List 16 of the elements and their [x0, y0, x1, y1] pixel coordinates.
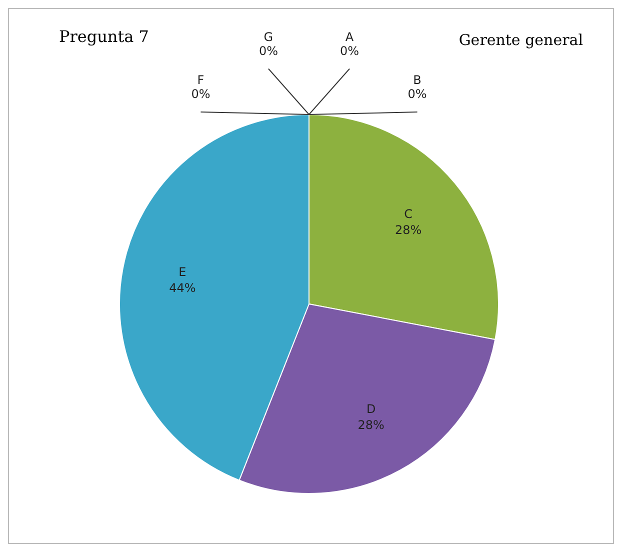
data-label: 44% [169, 280, 196, 295]
text: 0% [258, 44, 278, 58]
text: 0% [408, 87, 427, 101]
data-label: 28% [358, 418, 384, 432]
slice-label: D [366, 402, 376, 416]
slice-label: C [404, 206, 412, 221]
data-label: 28% [394, 222, 422, 237]
chart-subtitle: Gerente general [458, 31, 583, 49]
category-label: G [264, 30, 274, 44]
category-label: B [413, 73, 422, 87]
slice-label: E [178, 264, 186, 279]
category-label: F [197, 73, 204, 87]
text: 0% [191, 87, 210, 101]
chart-title: Pregunta 7 [59, 27, 149, 46]
category-label: A [345, 30, 354, 44]
text: 0% [340, 44, 360, 58]
